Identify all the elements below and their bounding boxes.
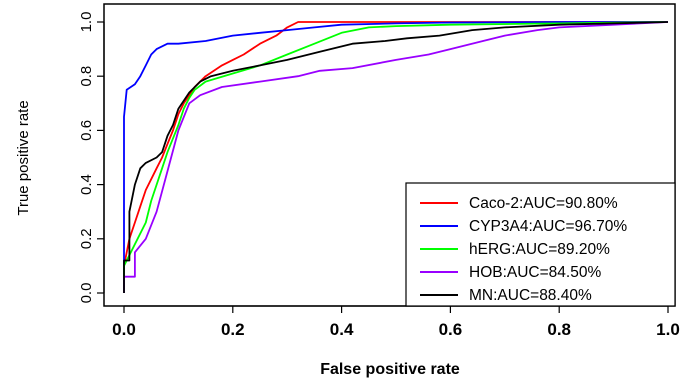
series-line-0 [123, 21, 668, 293]
y-tick-label: 1.0 [78, 12, 95, 33]
series-line-3 [123, 21, 669, 293]
x-tick-label: 0.6 [439, 320, 463, 339]
series-line-2 [123, 21, 669, 293]
x-tick-label: 0.2 [221, 320, 245, 339]
y-axis: 0.0 0.2 0.4 0.6 0.8 1.0 [78, 12, 105, 304]
x-tick-label: 1.0 [656, 320, 680, 339]
x-tick-label: 0.0 [112, 320, 136, 339]
y-tick-label: 0.8 [78, 66, 95, 87]
x-axis-title: False positive rate [320, 361, 460, 378]
legend-label-1: CYP3A4:AUC=96.70% [469, 218, 627, 235]
y-tick-label: 0.6 [78, 120, 95, 141]
y-tick-label: 0.2 [78, 228, 95, 249]
legend: Caco-2:AUC=90.80% CYP3A4:AUC=96.70% hERG:A… [405, 182, 676, 307]
legend-label-4: MN:AUC=88.40% [469, 287, 592, 304]
x-tick-label: 0.4 [330, 320, 354, 339]
x-tick-label: 0.8 [547, 320, 571, 339]
series-layer [123, 21, 669, 293]
legend-label-2: hERG:AUC=89.20% [469, 241, 610, 258]
y-axis-title: True positive rate [15, 100, 32, 215]
series-line-1 [123, 21, 668, 293]
legend-label-0: Caco-2:AUC=90.80% [469, 195, 618, 212]
x-axis: 0.0 0.2 0.4 0.6 0.8 1.0 [112, 305, 680, 339]
legend-label-3: HOB:AUC=84.50% [469, 264, 601, 281]
y-tick-label: 0.0 [78, 283, 95, 304]
series-line-4 [123, 21, 669, 293]
y-tick-label: 0.4 [78, 174, 95, 195]
